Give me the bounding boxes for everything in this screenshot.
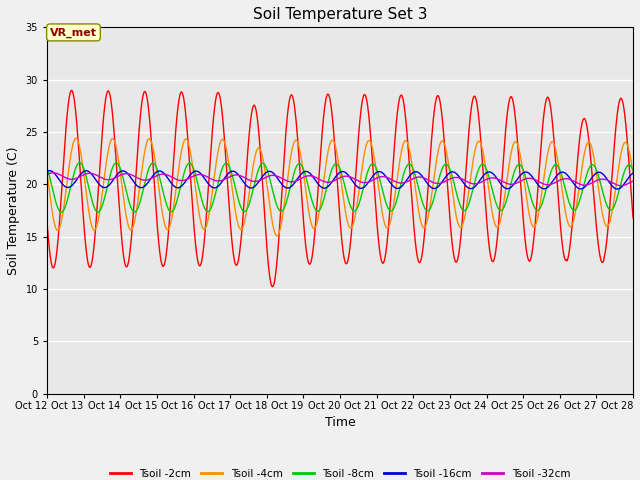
Text: VR_met: VR_met [50,27,97,37]
Title: Soil Temperature Set 3: Soil Temperature Set 3 [253,7,428,22]
Legend: Tsoil -2cm, Tsoil -4cm, Tsoil -8cm, Tsoil -16cm, Tsoil -32cm: Tsoil -2cm, Tsoil -4cm, Tsoil -8cm, Tsoi… [106,465,574,480]
X-axis label: Time: Time [324,416,355,429]
Y-axis label: Soil Temperature (C): Soil Temperature (C) [7,146,20,275]
